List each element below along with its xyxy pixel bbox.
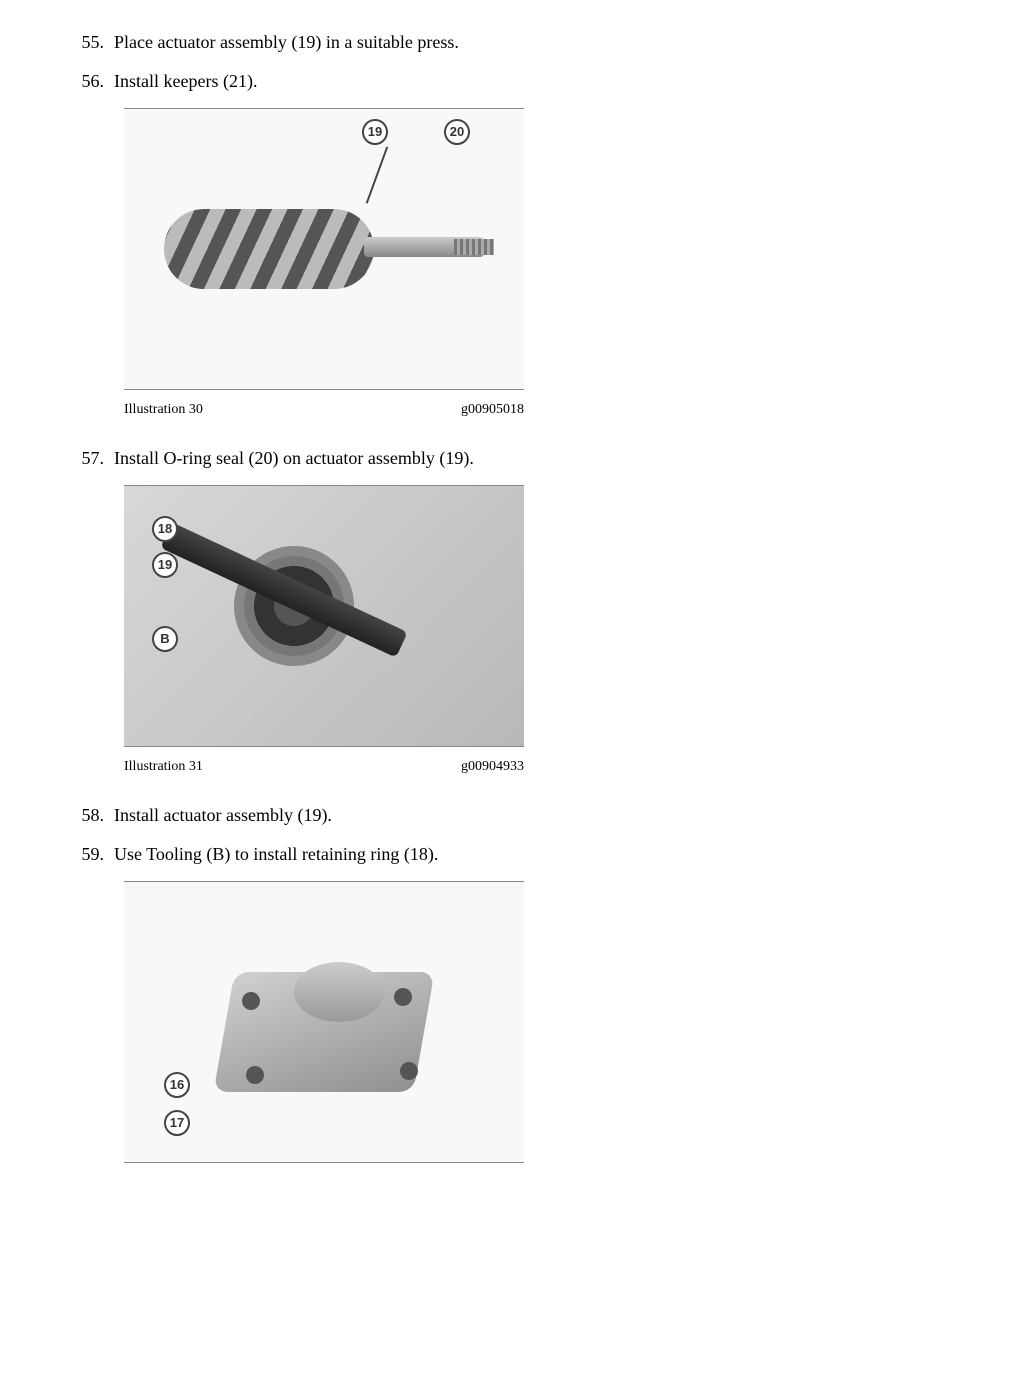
housing-sketch (124, 486, 524, 746)
bolt-hole (400, 1062, 418, 1080)
step-56: 56. Install keepers (21). (80, 69, 934, 94)
step-text: Use Tooling (B) to install retaining rin… (114, 842, 934, 867)
thread-end (454, 239, 494, 255)
step-number: 57. (80, 446, 114, 471)
figure-31-image: 18 19 B (124, 486, 524, 746)
step-text: Install keepers (21). (114, 69, 934, 94)
step-number: 56. (80, 69, 114, 94)
callout-b: B (152, 626, 178, 652)
illustration-code: g00905018 (461, 400, 524, 420)
callout-16: 16 (164, 1072, 190, 1098)
figure-rule-bottom (124, 1162, 524, 1163)
figure-32: 16 17 (124, 881, 524, 1163)
step-57: 57. Install O-ring seal (20) on actuator… (80, 446, 934, 471)
step-number: 55. (80, 30, 114, 55)
step-text: Install actuator assembly (19). (114, 803, 934, 828)
cover-sketch (194, 932, 454, 1112)
step-number: 59. (80, 842, 114, 867)
illustration-code: g00904933 (461, 757, 524, 777)
figure-31: 18 19 B Illustration 31 g00904933 (124, 485, 524, 783)
figure-30-image: 19 20 (124, 109, 524, 389)
illustration-label: Illustration 30 (124, 400, 203, 420)
step-text: Install O-ring seal (20) on actuator ass… (114, 446, 934, 471)
callout-20: 20 (444, 119, 470, 145)
step-text: Place actuator assembly (19) in a suitab… (114, 30, 934, 55)
spring-coil (164, 209, 374, 289)
step-number: 58. (80, 803, 114, 828)
center-boss (294, 962, 384, 1022)
callout-17: 17 (164, 1110, 190, 1136)
step-55: 55. Place actuator assembly (19) in a su… (80, 30, 934, 55)
bolt-hole (246, 1066, 264, 1084)
figure-30: 19 20 Illustration 30 g00905018 (124, 108, 524, 426)
illustration-label: Illustration 31 (124, 757, 203, 777)
bolt-hole (394, 988, 412, 1006)
step-59: 59. Use Tooling (B) to install retaining… (80, 842, 934, 867)
figure-32-image: 16 17 (124, 882, 524, 1162)
callout-18: 18 (152, 516, 178, 542)
callout-19: 19 (152, 552, 178, 578)
step-58: 58. Install actuator assembly (19). (80, 803, 934, 828)
spring-assembly-sketch (154, 189, 494, 309)
callout-19: 19 (362, 119, 388, 145)
figure-31-caption: Illustration 31 g00904933 (124, 747, 524, 783)
figure-30-caption: Illustration 30 g00905018 (124, 390, 524, 426)
bolt-hole (242, 992, 260, 1010)
